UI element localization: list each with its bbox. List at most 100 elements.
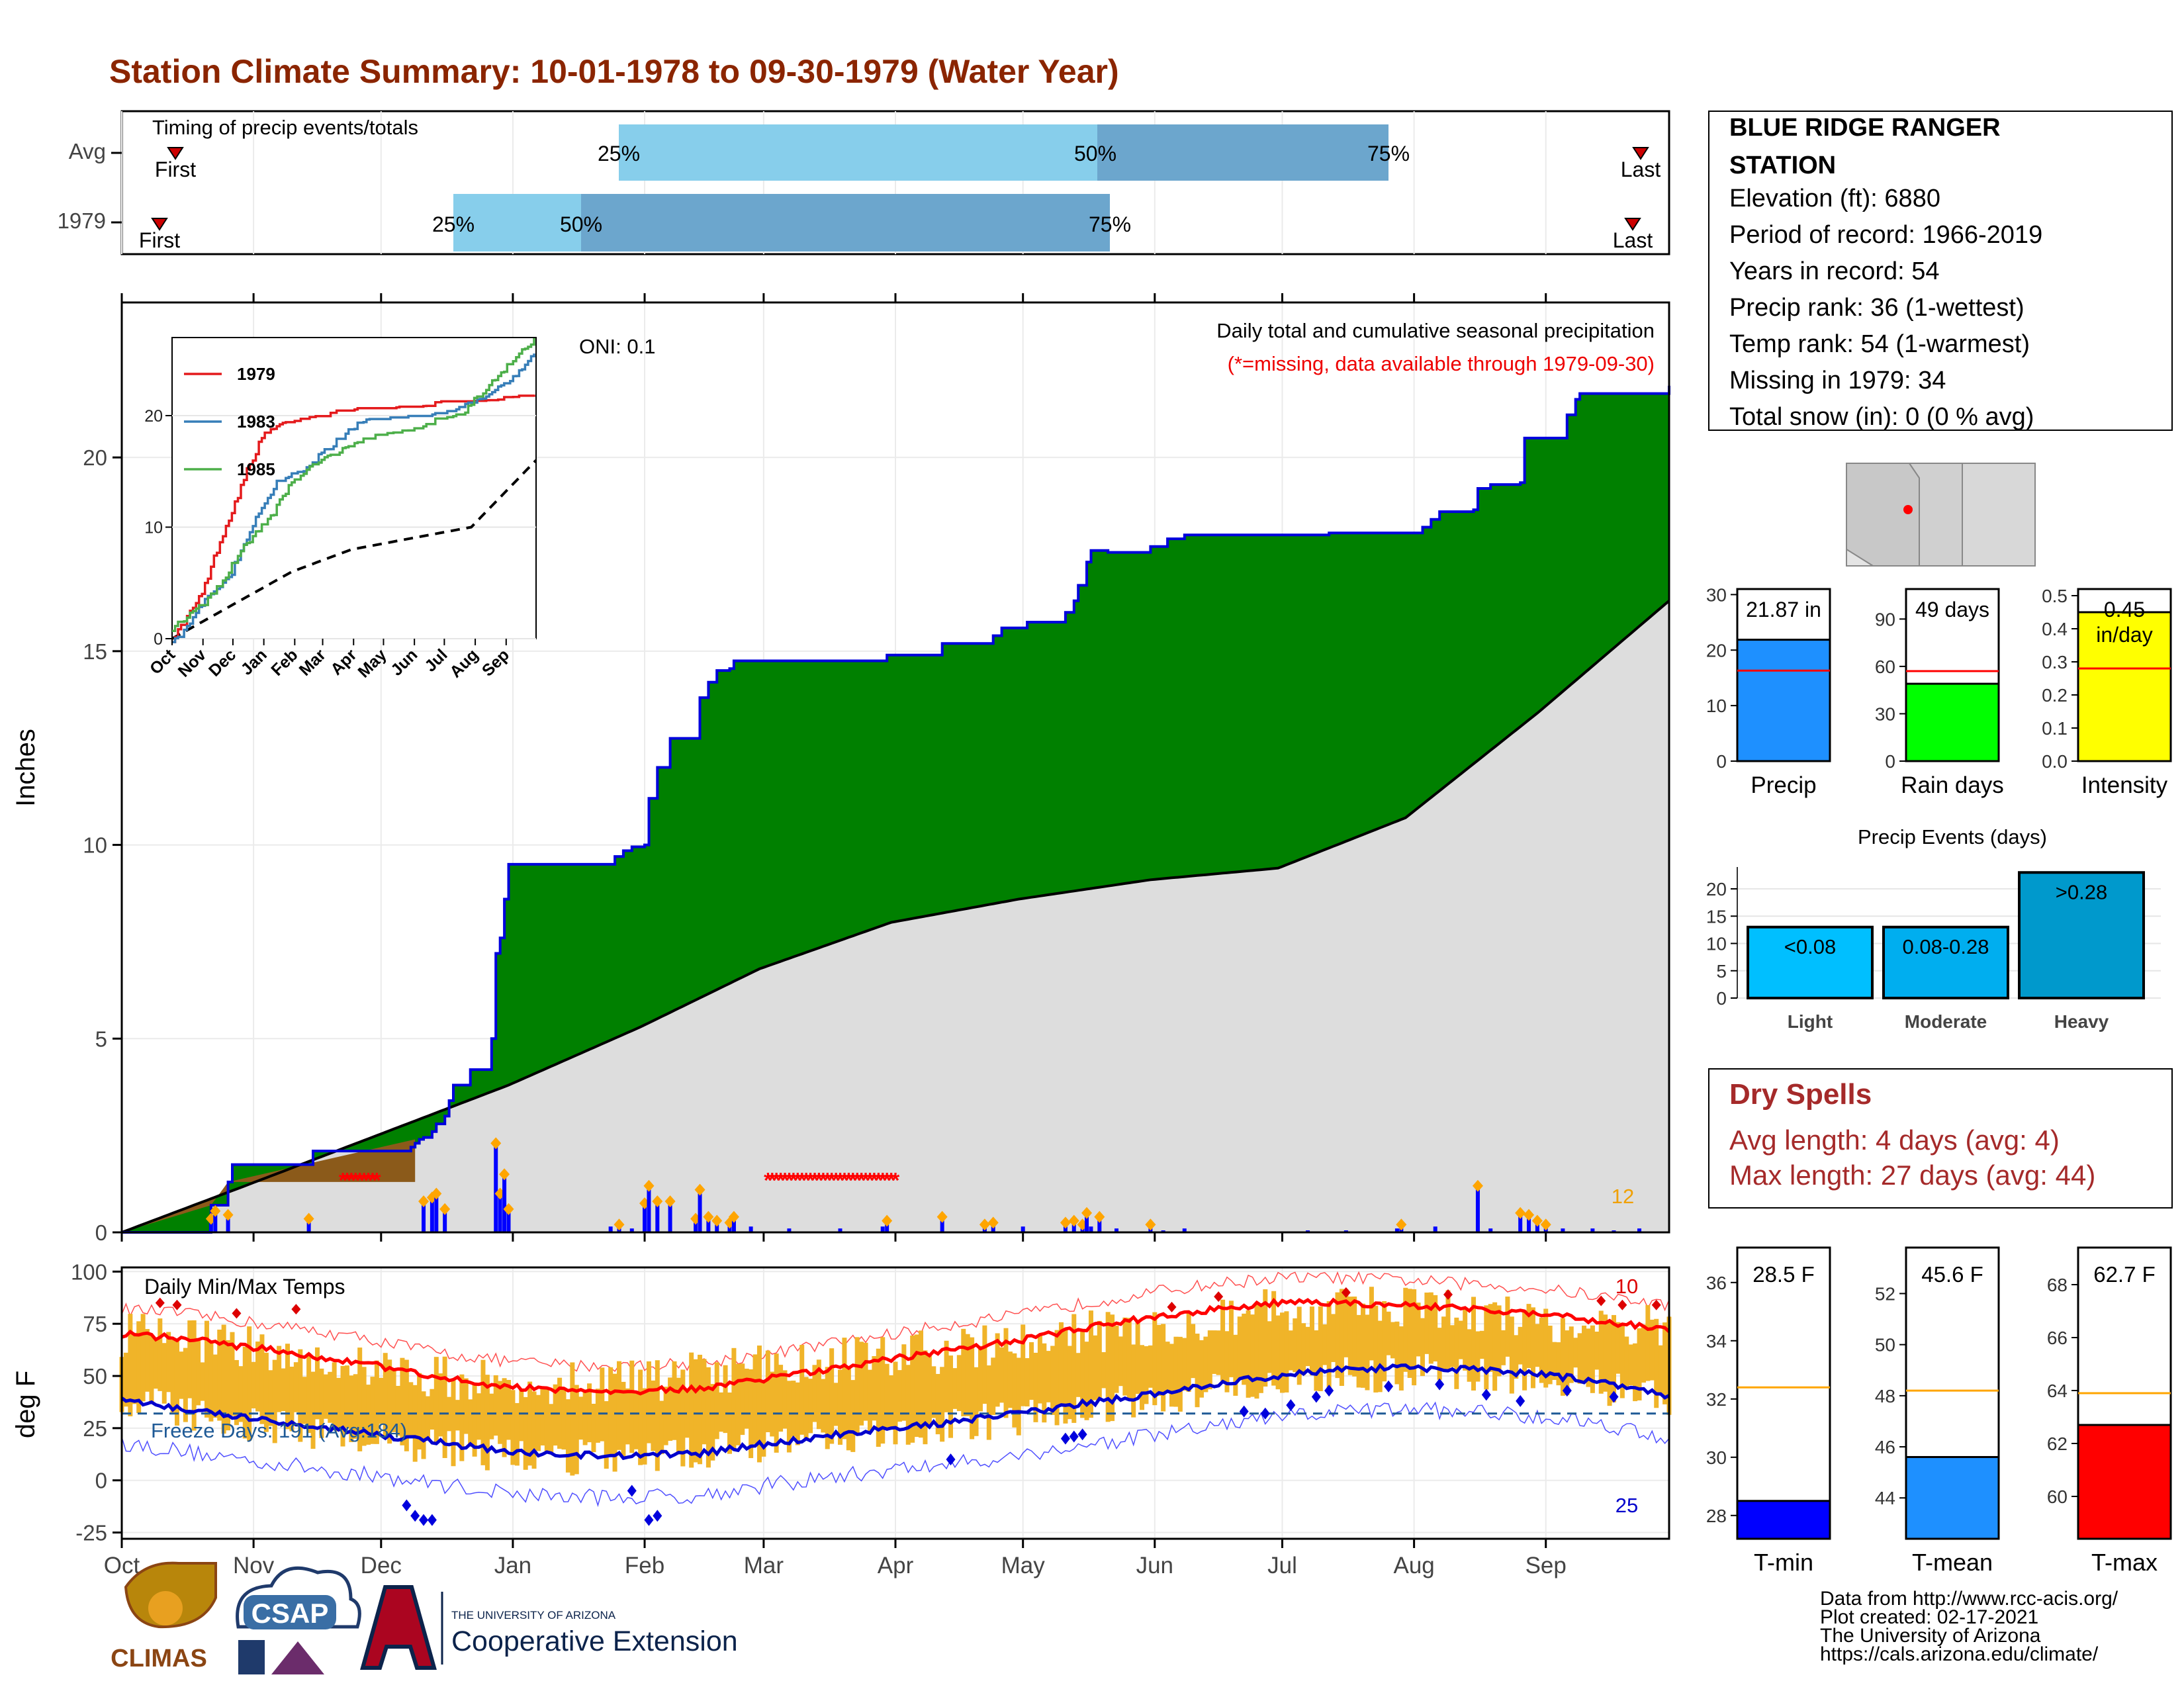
temp-bar-day-172	[846, 1367, 851, 1451]
timing-avg-last-marker	[1632, 147, 1649, 160]
temp-bar-day-229	[1088, 1310, 1093, 1418]
temp-bar-day-85	[477, 1393, 482, 1440]
daily-precip-bar-16	[647, 1185, 651, 1232]
inset-legend: 1979 1983 1985	[184, 364, 275, 479]
climas-logo-sun	[148, 1591, 183, 1625]
missing-marker-1-174: *	[853, 1169, 862, 1193]
cold-count-label: 25	[1615, 1494, 1638, 1517]
events-bar-label-moderate: 0.08-0.28	[1903, 935, 1989, 958]
temp-bar-day-29	[238, 1366, 244, 1422]
temp-xtick-label-Jul: Jul	[1267, 1553, 1297, 1578]
temp-bar-day-95	[519, 1389, 524, 1441]
temp-bar-day-32	[251, 1361, 256, 1408]
climas-logo-text: CLIMAS	[111, 1645, 207, 1672]
events-bar-heavy	[2018, 871, 2145, 999]
station-name-line2: STATION	[1729, 152, 1836, 179]
temp-bar-day-82	[463, 1378, 469, 1434]
summary-ytick-label-intensity-0.0: 0.0	[2042, 751, 2068, 772]
summary-value-intensity: 0.45	[2104, 598, 2145, 621]
daily-precip-bar-6	[434, 1193, 439, 1232]
station-location-marker	[1903, 505, 1913, 514]
daily-precip-bar-12	[608, 1226, 613, 1232]
temp-bar-day-314	[1449, 1325, 1455, 1367]
record-low-marker-6	[653, 1510, 662, 1522]
temp-bar-day-100	[540, 1388, 545, 1446]
daily-precip-marker-22	[711, 1214, 723, 1227]
temp-bar-day-268	[1254, 1303, 1259, 1399]
temp-xtick-label-Mar: Mar	[744, 1553, 784, 1578]
cumulative-1979-line	[122, 385, 1670, 1234]
temp-bar-day-98	[531, 1391, 537, 1469]
temp-bar-day-126	[651, 1380, 656, 1451]
tempbar-ytick-label-tmin-36: 36	[1706, 1273, 1727, 1293]
temp-bar-day-214	[1024, 1358, 1030, 1407]
temp-bar-day-334	[1535, 1324, 1540, 1367]
inset-legend-label-1979: 1979	[237, 364, 275, 384]
daily-precip-bar-17	[655, 1201, 660, 1232]
temp-ytick-label-75: 75	[83, 1312, 107, 1336]
timing-avg-p25: 25%	[598, 142, 640, 165]
temp-bar-day-342	[1569, 1326, 1574, 1383]
tempbar-frame-tmin	[1736, 1246, 1831, 1540]
temp-bar-day-177	[867, 1369, 872, 1432]
summary-value-precip: 21.87 in	[1746, 598, 1821, 621]
temp-bar-day-146	[735, 1363, 741, 1445]
temp-ytick-label-100: 100	[71, 1259, 107, 1284]
temp-bar-day-64	[387, 1359, 392, 1444]
temp-bar-day-247	[1165, 1342, 1170, 1393]
summary-ytick-label-precip-0: 0	[1716, 751, 1727, 772]
record-high-marker-4	[1167, 1301, 1177, 1312]
temp-bar-day-131	[672, 1361, 677, 1440]
temp-bar-day-142	[719, 1392, 724, 1432]
temp-bar-day-335	[1539, 1317, 1544, 1383]
info-frame	[1708, 111, 2173, 431]
temp-bar-day-11	[161, 1343, 167, 1404]
temp-bar-day-265	[1242, 1313, 1247, 1385]
missing-marker-1-171: *	[841, 1169, 849, 1193]
info-period: Period of record: 1966-2019	[1729, 221, 2042, 249]
map-state-south	[1846, 548, 1876, 567]
temp-bar-day-79	[451, 1379, 456, 1467]
tempbar-label-tmean: T-mean	[1912, 1549, 1993, 1576]
temp-bar-day-228	[1084, 1342, 1089, 1420]
daily-precip-marker-6	[431, 1187, 442, 1200]
inset-ytick-label-20: 20	[144, 407, 163, 426]
temp-bar-day-233	[1105, 1312, 1111, 1422]
temp-bar-day-269	[1258, 1304, 1263, 1393]
temp-bar-day-285	[1326, 1301, 1332, 1394]
temp-bar-day-349	[1598, 1310, 1604, 1394]
temp-bar-day-273	[1275, 1315, 1281, 1390]
temp-bar-day-232	[1101, 1352, 1107, 1389]
temp-bar-day-118	[616, 1361, 622, 1450]
summary-ytick-label-intensity-0.2: 0.2	[2042, 685, 2068, 706]
summary-bar-rain-days	[1905, 682, 2000, 762]
temp-x-axis: Oct Nov Dec Jan Feb Mar Apr May Jun Jul Aug Sep	[104, 1539, 1567, 1578]
missing-marker-1-183: *	[891, 1169, 900, 1193]
missing-note: (*=missing, data available through 1979-…	[1228, 352, 1655, 375]
temp-bar-day-311	[1437, 1328, 1442, 1380]
temp-bar-day-15	[179, 1351, 184, 1399]
daily-precip-marker-49	[1472, 1179, 1483, 1192]
map-state-east	[1962, 463, 2036, 567]
daily-precip-bar-56	[1590, 1228, 1595, 1232]
temp-bar-day-115	[604, 1401, 609, 1469]
footer-university: The University of Arizona	[1820, 1625, 2041, 1647]
temp-bar-day-91	[502, 1378, 507, 1457]
daily-precip-bar-48	[1433, 1226, 1437, 1232]
temp-bar-day-328	[1509, 1316, 1514, 1394]
temp-bar-day-338	[1552, 1342, 1557, 1381]
tempbar-ytick-label-tmean-46: 46	[1875, 1437, 1895, 1457]
daily-precip-marker-7	[439, 1203, 451, 1215]
temp-bar-day-51	[332, 1362, 337, 1431]
temp-bar-day-173	[850, 1380, 856, 1452]
csap-bars	[238, 1640, 265, 1674]
record-low-marker-2	[419, 1514, 429, 1526]
temp-bar-day-78	[447, 1396, 452, 1432]
temp-xtick-label-May: May	[1001, 1553, 1046, 1578]
record-high-marker-9	[1617, 1299, 1627, 1310]
precip-x-ticks	[120, 293, 1547, 1242]
avg-max-line	[121, 1297, 1670, 1396]
temp-bar-day-341	[1565, 1330, 1570, 1395]
daily-precip-bar-24	[731, 1216, 736, 1232]
timing-1979-bar-early	[453, 194, 581, 251]
